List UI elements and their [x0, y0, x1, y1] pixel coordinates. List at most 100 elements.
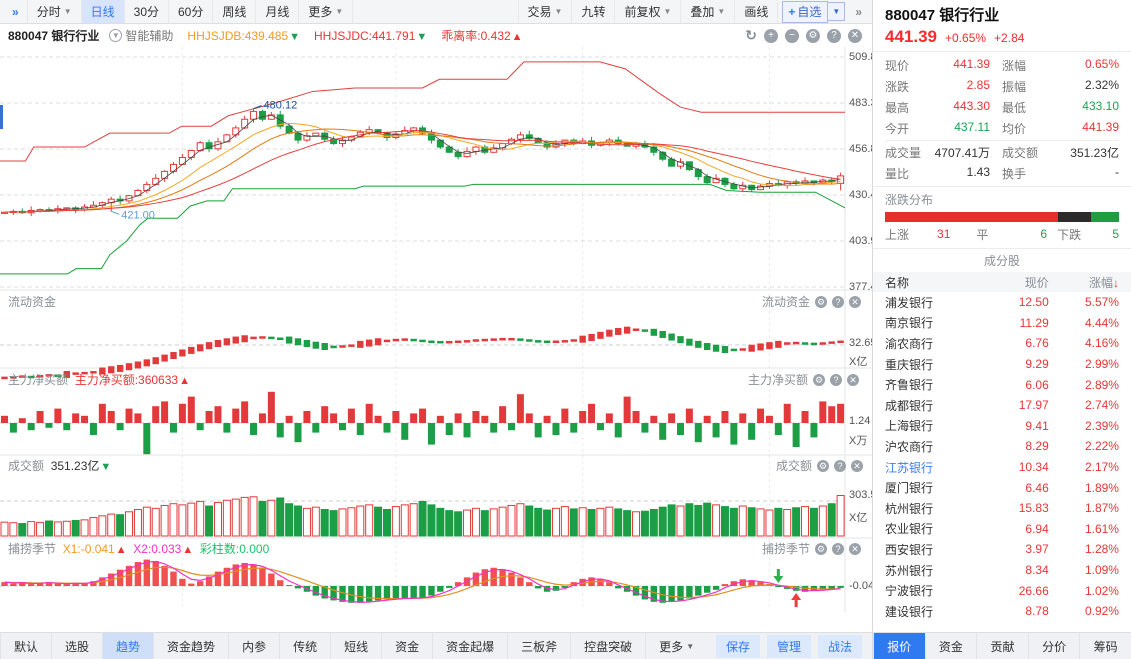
table-row[interactable]: 浦发银行 12.50 5.57%: [885, 295, 1119, 310]
panel-controls-liquidity: 流动资金 ⚙? ✕: [762, 293, 862, 310]
col-name[interactable]: 名称: [885, 275, 910, 290]
action-button-保存[interactable]: 保存: [715, 634, 760, 658]
smart-assist-label: 智能辅助: [125, 29, 174, 43]
period-tab-月线[interactable]: 月线: [255, 0, 298, 23]
close-icon[interactable]: ✕: [851, 459, 864, 472]
period-tab-60分[interactable]: 60分: [168, 0, 212, 23]
help-icon[interactable]: ?: [832, 295, 845, 308]
period-tabs: 分时 ▼ 日线 30分 60分 周线 月线 更多 ▼: [26, 0, 354, 23]
tool-button-交易[interactable]: 交易 ▼: [517, 0, 572, 23]
close-icon[interactable]: ✕: [849, 295, 862, 308]
period-tab-30分[interactable]: 30分: [123, 0, 168, 23]
refresh-icon[interactable]: ↻: [745, 27, 757, 43]
flat-label: 平: [976, 227, 989, 242]
toolbar-overflow-icon[interactable]: »: [855, 4, 862, 19]
help-icon[interactable]: ?: [827, 28, 841, 43]
help-icon[interactable]: ?: [834, 459, 847, 472]
tool-button-画线[interactable]: 画线: [734, 0, 779, 23]
quote-stats: 现价 441.39 涨幅 0.65% 涨跌 2.85 振幅 2.32% 最高 443.30 最低 43…: [873, 52, 1131, 186]
add-favorite-button[interactable]: + 自选: [782, 0, 829, 23]
table-row[interactable]: 上海银行 9.41 2.39%: [885, 418, 1119, 434]
table-row[interactable]: 重庆银行 9.29 2.99%: [885, 357, 1119, 372]
table-row[interactable]: 沪农商行 8.29 2.22%: [885, 439, 1119, 454]
favorite-dropdown-icon[interactable]: ▼: [828, 2, 846, 21]
table-row[interactable]: 苏州银行 8.34 1.09%: [885, 563, 1119, 578]
tab-报价[interactable]: 报价: [873, 633, 925, 659]
period-tab-分时[interactable]: 分时 ▼: [26, 0, 81, 23]
strategy-tab-内参[interactable]: 内参: [228, 633, 279, 659]
table-row[interactable]: 成都银行 17.97 2.74%: [885, 398, 1119, 413]
panel-title-liquidity: 流动资金: [8, 295, 57, 309]
chart-legend-row: 880047 银行行业 ▼ 智能辅助 HHJSJDB:439.485▼ HHJSJ…: [0, 24, 872, 47]
constituents-title: 成分股: [983, 254, 1020, 268]
col-pct[interactable]: 涨幅↓: [1088, 275, 1119, 290]
chart-canvas[interactable]: 480.12 421.00 509.82 483.35 456.87 430.40 403…: [0, 47, 883, 612]
sort-desc-icon: ↓: [1112, 275, 1119, 290]
period-tab-日线[interactable]: 日线: [80, 0, 124, 23]
help-icon[interactable]: ?: [832, 542, 845, 555]
gear-icon[interactable]: ⚙: [815, 295, 828, 308]
strategy-tab-选股[interactable]: 选股: [51, 633, 102, 659]
help-icon[interactable]: ?: [830, 373, 843, 386]
tool-button-前复权[interactable]: 前复权 ▼: [614, 0, 680, 23]
stat-振幅: 振幅 2.32%: [1002, 78, 1119, 94]
chevron-down-icon: ▼: [717, 7, 726, 16]
distribution-segment-flat: [1057, 212, 1092, 222]
gear-icon[interactable]: ⚙: [813, 373, 826, 386]
strategy-tab-趋势[interactable]: 趋势: [102, 633, 154, 659]
add-favorite-group: + 自选 ▼: [782, 0, 846, 23]
bottom-toolbar: 默认 选股 趋势 资金趋势 内参 传统 短线 资金 资金起爆 三板斧 控盘突破 更多 ▼ 保存 管理 战法: [0, 632, 872, 659]
strategy-tab-控盘突破[interactable]: 控盘突破: [570, 633, 645, 659]
quote-panel: 880047 银行行业 441.39 +0.65% +2.84 现价 441.39…: [872, 0, 1131, 659]
period-tab-周线[interactable]: 周线: [212, 0, 255, 23]
chevron-down-icon: ▼: [686, 641, 695, 651]
table-row[interactable]: 西安银行 3.97 1.28%: [885, 542, 1119, 557]
action-button-管理[interactable]: 管理: [766, 634, 811, 658]
tool-button-叠加[interactable]: 叠加 ▼: [680, 0, 734, 23]
period-tab-更多[interactable]: 更多 ▼: [298, 0, 354, 23]
quote-title: 880047 银行行业: [885, 7, 1000, 24]
close-icon[interactable]: ✕: [847, 373, 860, 386]
panel-title-turnover: 成交额 351.23亿▼: [8, 459, 112, 473]
strategy-tab-资金起爆[interactable]: 资金起爆: [432, 633, 507, 659]
strategy-tab-三板斧[interactable]: 三板斧: [507, 633, 570, 659]
svg-text:480.12: 480.12: [264, 100, 298, 112]
smart-assist-button[interactable]: ▼ 智能辅助: [109, 27, 173, 44]
stat-最高: 最高 443.30: [885, 99, 990, 115]
col-price[interactable]: 现价: [1024, 275, 1049, 290]
panel-title-main-net: 主力净买额 主力净买额:360633▲: [8, 373, 190, 387]
strategy-tab-资金趋势[interactable]: 资金趋势: [153, 633, 228, 659]
indicator-value-label: 乖离率:0.432▲: [441, 29, 523, 43]
zoom-out-icon[interactable]: −: [785, 28, 799, 43]
tab-分价[interactable]: 分价: [1027, 633, 1080, 659]
tab-筹码[interactable]: 筹码: [1079, 633, 1131, 659]
table-row[interactable]: 建设银行 8.78 0.92%: [885, 604, 1119, 619]
tab-贡献[interactable]: 贡献: [976, 633, 1028, 659]
strategy-tab-更多[interactable]: 更多 ▼: [645, 633, 707, 659]
constituents-header: 名称 现价 涨幅↓: [873, 272, 1131, 292]
stat-涨幅: 涨幅 0.65%: [1002, 57, 1119, 73]
table-row[interactable]: 南京银行 11.29 4.44%: [885, 315, 1119, 331]
collapse-panel-icon[interactable]: »: [12, 4, 19, 19]
strategy-tab-资金[interactable]: 资金: [381, 633, 432, 659]
zoom-in-icon[interactable]: +: [764, 28, 778, 43]
gear-icon[interactable]: ⚙: [815, 542, 828, 555]
strategy-tab-传统[interactable]: 传统: [279, 633, 330, 659]
gear-icon[interactable]: ⚙: [817, 459, 830, 472]
gear-icon[interactable]: ⚙: [806, 28, 820, 43]
table-row[interactable]: 杭州银行 15.83 1.87%: [885, 501, 1119, 516]
strategy-tab-短线[interactable]: 短线: [330, 633, 381, 659]
close-icon[interactable]: ✕: [848, 28, 862, 43]
stat-涨跌: 涨跌 2.85: [885, 78, 990, 94]
table-row[interactable]: 厦门银行 6.46 1.89%: [885, 480, 1119, 496]
strategy-tab-默认[interactable]: 默认: [0, 633, 51, 659]
close-icon[interactable]: ✕: [849, 542, 862, 555]
tab-资金[interactable]: 资金: [924, 633, 977, 659]
table-row[interactable]: 宁波银行 26.66 1.02%: [885, 583, 1119, 599]
table-row[interactable]: 齐鲁银行 6.06 2.89%: [885, 377, 1119, 393]
tool-button-九转[interactable]: 九转: [571, 0, 614, 23]
table-row[interactable]: 渝农商行 6.76 4.16%: [885, 336, 1119, 351]
table-row[interactable]: 农业银行 6.94 1.61%: [885, 521, 1119, 537]
action-button-战法[interactable]: 战法: [817, 634, 862, 658]
table-row[interactable]: 江苏银行 10.34 2.17%: [885, 460, 1119, 475]
